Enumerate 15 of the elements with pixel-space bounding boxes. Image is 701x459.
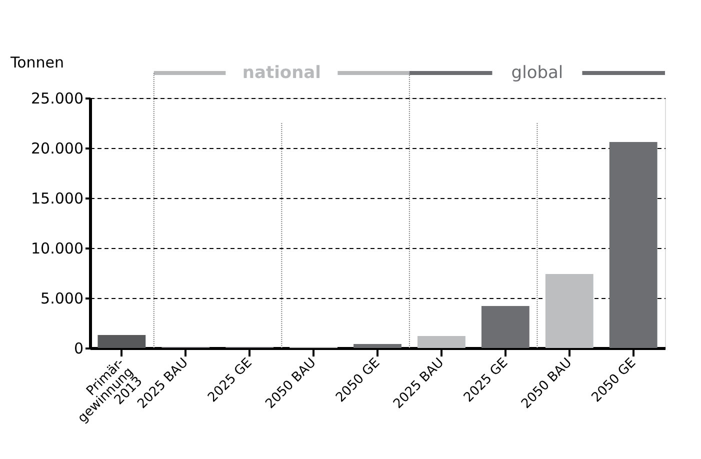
bar	[354, 344, 402, 348]
y-axis-title: Tonnen	[10, 54, 64, 72]
y-tick-label: 5.000	[40, 290, 84, 308]
bar	[98, 335, 146, 348]
bar	[609, 142, 658, 348]
bar	[545, 274, 594, 348]
bar	[481, 306, 530, 348]
y-tick-label: 10.000	[31, 240, 84, 258]
y-tick-label: 15.000	[31, 190, 84, 208]
bar	[418, 336, 466, 348]
y-tick-label: 25.000	[31, 90, 84, 108]
text: national	[242, 63, 321, 83]
y-tick-label: 0	[74, 340, 84, 358]
text: global	[511, 63, 564, 83]
y-tick-label: 20.000	[31, 140, 84, 158]
